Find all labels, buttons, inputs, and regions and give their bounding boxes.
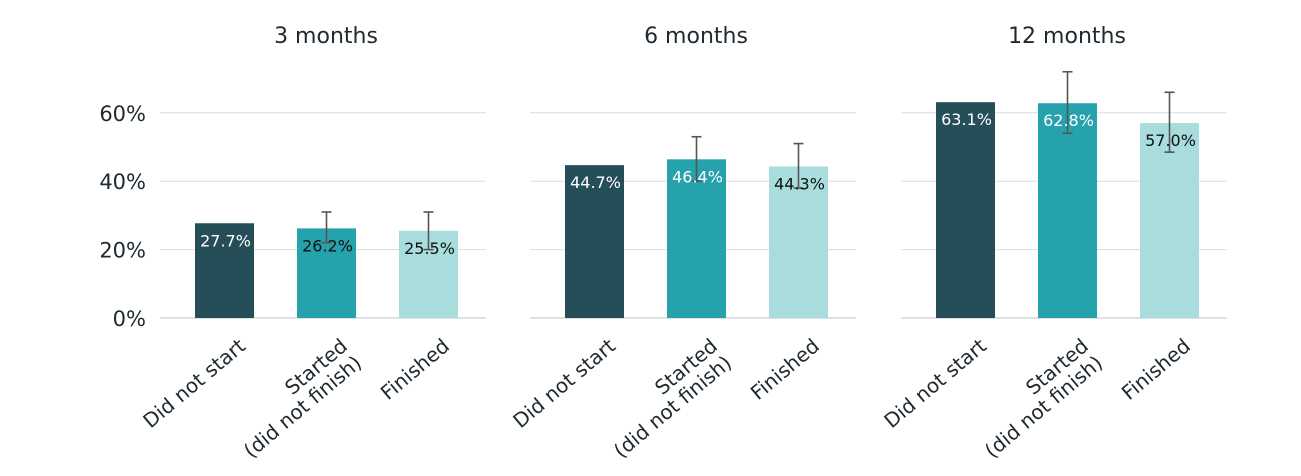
error-bar: [423, 211, 434, 251]
x-tick-label: Did not start: [508, 334, 620, 433]
data-label: 26.2%: [302, 236, 353, 255]
bar: [565, 165, 624, 318]
panel-title: 12 months: [1008, 24, 1126, 49]
x-tick-label: Did not start: [138, 334, 250, 433]
bar: [1038, 103, 1097, 318]
x-tick-label: Finished: [1117, 334, 1195, 405]
data-label: 44.3%: [774, 174, 825, 193]
bar: [769, 166, 828, 318]
panel-title: 6 months: [644, 24, 748, 49]
bar: [195, 223, 254, 318]
y-tick-label: 0%: [113, 307, 146, 331]
data-label: 63.1%: [941, 110, 992, 129]
error-bar: [691, 135, 702, 182]
y-tick-label: 40%: [99, 170, 146, 194]
data-label: 27.7%: [200, 231, 251, 250]
x-tick-label: Finished: [376, 334, 454, 405]
x-tick-label: Did not start: [879, 334, 991, 433]
data-label: 44.7%: [570, 173, 621, 192]
x-tick-label: Finished: [746, 334, 824, 405]
y-tick-label: 20%: [99, 239, 146, 263]
panel-title: 3 months: [274, 24, 378, 49]
y-tick-label: 60%: [99, 102, 146, 126]
data-label: 57.0%: [1145, 131, 1196, 150]
error-bar: [1062, 70, 1073, 135]
error-bar: [321, 211, 332, 244]
error-bar: [793, 142, 804, 189]
data-label: 25.5%: [404, 239, 455, 258]
error-bar: [1164, 91, 1175, 153]
bar: [667, 159, 726, 318]
data-label: 62.8%: [1043, 111, 1094, 130]
bar: [1140, 123, 1199, 318]
data-label: 46.4%: [672, 167, 723, 186]
bar: [936, 102, 995, 318]
